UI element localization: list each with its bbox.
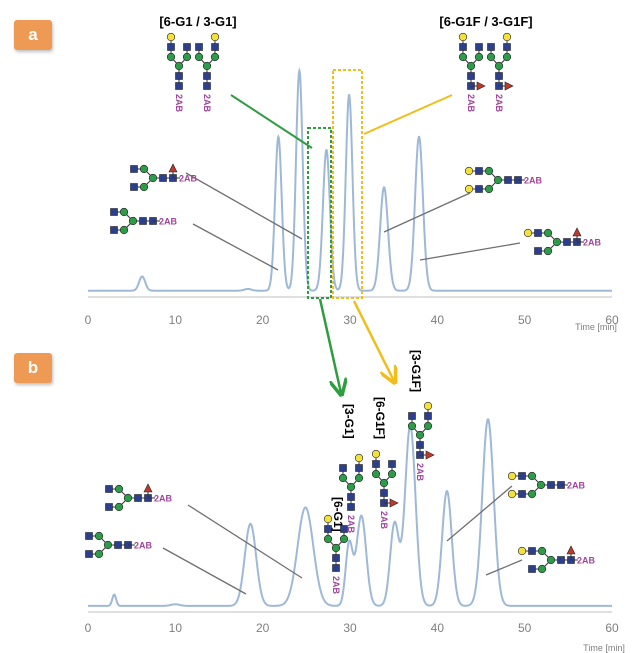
glycan-tag-label: 2AB bbox=[134, 541, 153, 551]
glycan-tag-label: 2AB bbox=[577, 556, 596, 566]
glycan-tag-label: 2AB bbox=[379, 511, 389, 530]
glycan-6-g1-top: 2AB bbox=[166, 32, 192, 113]
panel-a-tick-60: 60 bbox=[605, 313, 619, 327]
glycan-tag-label: 2AB bbox=[174, 94, 184, 113]
glycan-tag-label: 2AB bbox=[524, 176, 543, 186]
panel-b-chart: 0 10 20 30 40 50 60 Time [min] bbox=[85, 417, 625, 653]
glycan-tag-label: 2AB bbox=[159, 217, 178, 227]
glycan-tag-label: 2AB bbox=[346, 515, 356, 534]
panel-b-trace bbox=[88, 417, 612, 607]
panel-a-tick-0: 0 bbox=[85, 313, 92, 327]
glycan-tag-label: 2AB bbox=[567, 481, 586, 491]
yellow-highlight bbox=[332, 69, 453, 381]
glycan-g2-a: 2AB bbox=[464, 166, 543, 194]
panel-a-tick-10: 10 bbox=[169, 313, 183, 327]
glycan-g2f-b: 2AB bbox=[517, 545, 596, 574]
glycan-3-g1f-b: 2AB bbox=[407, 401, 435, 482]
panel-b-label-3-g1: [3-G1] bbox=[342, 404, 356, 439]
glycan-6-g1f-top: 2AB bbox=[458, 32, 486, 113]
glycan-g0-a: 2AB bbox=[110, 207, 178, 235]
panel-a-tick-50: 50 bbox=[518, 313, 532, 327]
panel-a-leader-lines bbox=[185, 172, 521, 271]
panel-a-label-g1-pair: [6-G1 / 3-G1] bbox=[159, 14, 236, 29]
glycan-tag-label: 2AB bbox=[331, 576, 341, 595]
panel-a-tick-40: 40 bbox=[431, 313, 445, 327]
glycan-6-g1f-b: 2AB bbox=[371, 449, 399, 530]
panel-a-chart: 0 10 20 30 40 50 60 Time [min] bbox=[85, 67, 619, 332]
panel-a-tick-20: 20 bbox=[256, 313, 270, 327]
panel-b-tick-40: 40 bbox=[431, 621, 445, 635]
glycan-tag-label: 2AB bbox=[415, 463, 425, 482]
glycan-tag-label: 2AB bbox=[494, 94, 504, 113]
glycan-g2-b: 2AB bbox=[507, 471, 586, 499]
green-highlight bbox=[230, 94, 341, 393]
glycan-3-g1-top: 2AB bbox=[194, 32, 220, 113]
panel-a-tick-30: 30 bbox=[343, 313, 357, 327]
panel-a-label-g1f-pair: [6-G1F / 3-G1F] bbox=[439, 14, 532, 29]
panel-a-x-axis-label: Time [min] bbox=[575, 322, 617, 332]
panel-b-label-6-g1: [6-G1] bbox=[331, 497, 345, 532]
panel-a-badge: a bbox=[14, 20, 52, 50]
panel-b-tick-0: 0 bbox=[85, 621, 92, 635]
glycan-tag-label: 2AB bbox=[583, 238, 602, 248]
panel-b-badge: b bbox=[14, 353, 52, 383]
panel-b-tick-60: 60 bbox=[605, 621, 619, 635]
panel-b-leader-lines bbox=[162, 485, 523, 595]
panel-a-trace bbox=[88, 67, 612, 292]
glycan-g0f-a: 2AB bbox=[130, 163, 198, 192]
panel-b-tick-30: 30 bbox=[343, 621, 357, 635]
panel-b-label-3-g1f: [3-G1F] bbox=[409, 350, 423, 392]
panel-b-tick-20: 20 bbox=[256, 621, 270, 635]
glycan-tag-label: 2AB bbox=[179, 174, 198, 184]
panel-b-label-6-g1f: [6-G1F] bbox=[373, 397, 387, 439]
glycan-g2f-a: 2AB bbox=[523, 227, 602, 256]
glycan-g0-b: 2AB bbox=[85, 531, 153, 559]
glycan-3-g1-b: 2AB bbox=[338, 453, 364, 534]
glycan-tag-label: 2AB bbox=[202, 94, 212, 113]
glycan-tag-label: 2AB bbox=[466, 94, 476, 113]
glycan-6-g1-b: 2AB bbox=[323, 514, 349, 595]
glycan-tag-label: 2AB bbox=[154, 494, 173, 504]
glycan-3-g1f-top: 2AB bbox=[486, 32, 514, 113]
panel-b-tick-10: 10 bbox=[169, 621, 183, 635]
glycan-g0f-b: 2AB bbox=[105, 483, 173, 512]
panel-b-x-axis-label: Time [min] bbox=[583, 643, 625, 653]
panel-b-tick-50: 50 bbox=[518, 621, 532, 635]
